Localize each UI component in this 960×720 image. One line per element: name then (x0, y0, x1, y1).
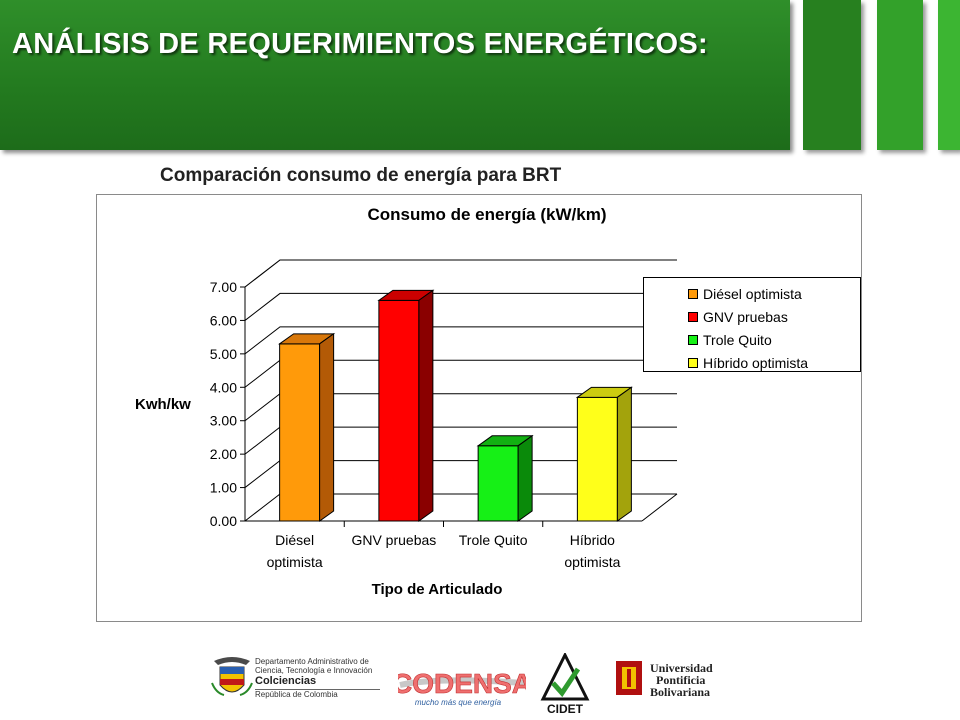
legend-item: Diésel optimista (688, 282, 860, 305)
upb-logo: Universidad Pontificia Bolivariana (610, 655, 730, 705)
y-tick-label: 1.00 (210, 480, 237, 496)
gridline (244, 259, 677, 288)
legend-item: GNV pruebas (688, 305, 860, 328)
x-tick-label: Híbrido (570, 532, 615, 548)
decorative-stripe (938, 0, 960, 150)
y-tick-label: 4.00 (210, 379, 237, 395)
legend-swatch (688, 311, 698, 322)
codensa-slogan: mucho más que energía (415, 698, 502, 707)
footer-logos: Departamento Administrativo de Ciencia, … (0, 645, 960, 720)
colciencias-line1: Departamento Administrativo de (255, 657, 369, 666)
y-tick-label: 3.00 (210, 413, 237, 429)
cidet-logo: CIDET (540, 651, 590, 716)
header-banner: ANÁLISIS DE REQUERIMIENTOS ENERGÉTICOS: (0, 0, 790, 150)
x-tick-label: optimista (267, 554, 323, 570)
colciencias-country: República de Colombia (255, 690, 338, 699)
bar-4 (576, 396, 618, 522)
bar-2 (378, 299, 420, 522)
colciencias-line2: Ciencia, Tecnología e Innovación (255, 666, 373, 675)
y-tick-label: 6.00 (210, 312, 237, 328)
bar-side-1 (319, 332, 335, 522)
chart-caption: Comparación consumo de energía para BRT (160, 165, 562, 186)
divider (255, 689, 380, 690)
page-title: ANÁLISIS DE REQUERIMIENTOS ENERGÉTICOS: (12, 28, 708, 60)
floor-edge (641, 493, 678, 522)
x-tick-label: Trole Quito (459, 532, 528, 548)
upb-line1: Universidad (650, 661, 713, 675)
y-tick-label: 7.00 (210, 279, 237, 295)
codensa-name: CODENSA (398, 668, 526, 699)
decorative-stripe (877, 0, 923, 150)
legend-label: Trole Quito (703, 331, 772, 348)
x-tick-label: GNV pruebas (351, 532, 436, 548)
x-axis-label: Tipo de Articulado (372, 581, 503, 598)
bar-3 (477, 445, 519, 522)
legend-item: Híbrido optimista (688, 351, 860, 374)
coat-of-arms-icon (211, 657, 253, 696)
y-tick-label: 0.00 (210, 513, 237, 529)
upb-crest-icon: Universidad Pontificia Bolivariana (616, 661, 713, 699)
upb-line3: Bolivariana (650, 685, 710, 699)
x-tick-label: Diésel (275, 532, 314, 548)
codensa-logo: CODENSA mucho más que energía (392, 659, 533, 709)
legend-label: GNV pruebas (703, 308, 788, 325)
bar-side-4 (616, 386, 632, 522)
bar-side-3 (517, 434, 533, 522)
gridline (244, 292, 677, 321)
decorative-stripe (803, 0, 861, 150)
y-tick-label: 5.00 (210, 346, 237, 362)
legend-swatch (688, 334, 698, 345)
legend-swatch (688, 288, 698, 299)
x-tick-label: optimista (564, 554, 620, 570)
colciencias-name: Colciencias (255, 675, 317, 687)
chart-title: Consumo de energía (kW/km) (368, 205, 607, 224)
cidet-check-icon: CIDET (540, 651, 590, 716)
legend-label: Híbrido optimista (703, 354, 809, 371)
chart-area: 0.00 1.00 2.00 3.00 4.00 5.00 6.00 7.00 Diésel op… (96, 194, 862, 622)
legend-swatch (688, 357, 698, 368)
upb-line2: Pontificia (656, 673, 705, 687)
y-axis-label: Kwh/kw (135, 396, 191, 413)
bar-chart: 0.00 1.00 2.00 3.00 4.00 5.00 6.00 7.00 Diésel op… (135, 205, 678, 598)
colciencias-text: Departamento Administrativo de Ciencia, … (255, 657, 380, 699)
y-tick-label: 2.00 (210, 446, 237, 462)
legend-label: Diésel optimista (703, 285, 802, 302)
colciencias-logo (210, 653, 254, 703)
bar-1 (279, 343, 321, 522)
chart-legend: Diésel optimista GNV pruebas Trole Quito Hí… (643, 277, 861, 372)
bar-side-2 (418, 289, 434, 522)
codensa-wordmark-icon: CODENSA mucho más que energía (392, 668, 533, 707)
cidet-name: CIDET (547, 702, 584, 715)
legend-item: Trole Quito (688, 328, 860, 351)
gridline (244, 326, 677, 355)
